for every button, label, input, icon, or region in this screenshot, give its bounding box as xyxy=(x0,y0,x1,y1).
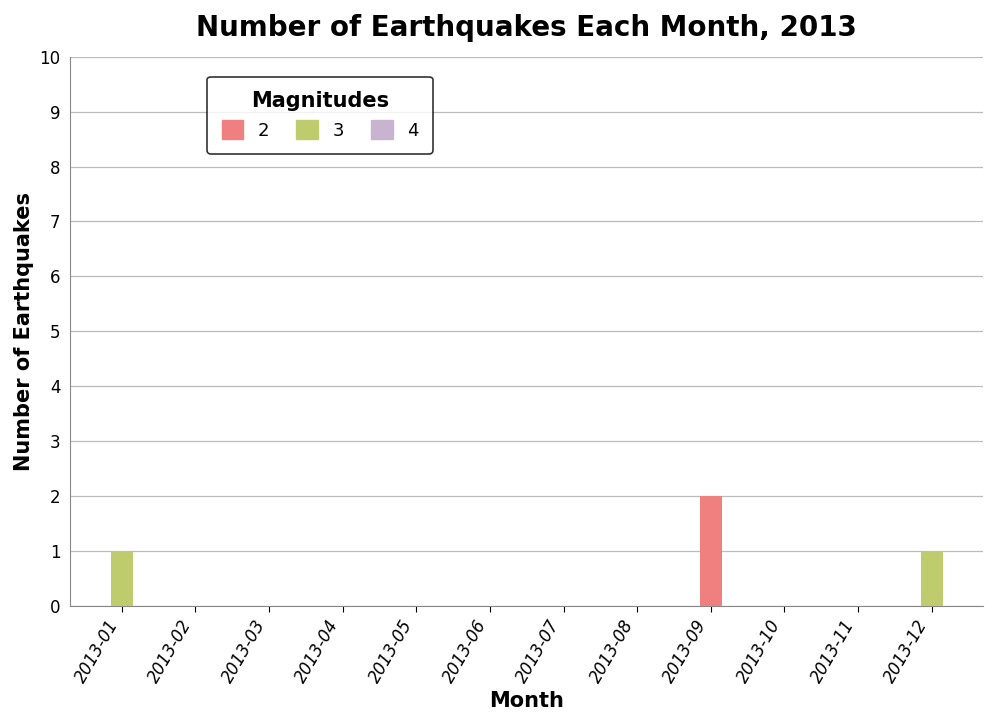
X-axis label: Month: Month xyxy=(490,691,564,711)
Title: Number of Earthquakes Each Month, 2013: Number of Earthquakes Each Month, 2013 xyxy=(196,14,857,42)
Bar xyxy=(700,496,722,605)
Bar xyxy=(920,551,942,605)
Legend: 2, 3, 4: 2, 3, 4 xyxy=(207,77,433,154)
Y-axis label: Number of Earthquakes: Number of Earthquakes xyxy=(14,191,34,471)
Bar xyxy=(111,551,133,605)
